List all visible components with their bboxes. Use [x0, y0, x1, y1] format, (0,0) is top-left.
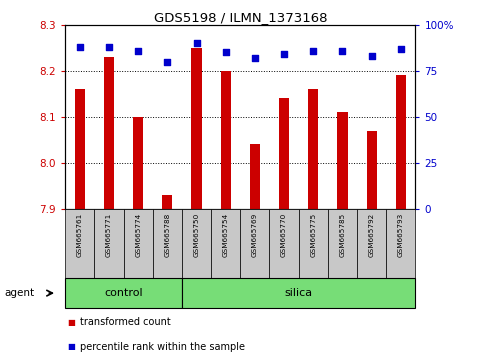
Bar [211, 209, 241, 278]
Point [105, 44, 113, 50]
Point [251, 55, 259, 61]
Text: agent: agent [5, 288, 35, 298]
Text: GSM665761: GSM665761 [77, 212, 83, 257]
Text: GSM665770: GSM665770 [281, 212, 287, 257]
Bar [124, 209, 153, 278]
Point [134, 48, 142, 53]
Bar [308, 89, 318, 209]
Point [310, 48, 317, 53]
Bar [357, 209, 386, 278]
Bar [270, 209, 298, 278]
Point [368, 53, 375, 59]
Text: GSM665769: GSM665769 [252, 212, 258, 257]
Bar [65, 278, 182, 308]
Title: GDS5198 / ILMN_1373168: GDS5198 / ILMN_1373168 [154, 11, 327, 24]
Bar [94, 209, 124, 278]
Text: GSM665792: GSM665792 [369, 212, 375, 257]
Point [397, 46, 405, 52]
Bar [182, 209, 211, 278]
Bar [241, 209, 270, 278]
Bar [396, 75, 406, 209]
Bar [75, 89, 85, 209]
Point [193, 40, 200, 46]
Point [222, 50, 229, 55]
Bar [133, 117, 143, 209]
Text: GSM665793: GSM665793 [398, 212, 404, 257]
Bar [221, 71, 231, 209]
Text: GSM665788: GSM665788 [164, 212, 170, 257]
Point [76, 44, 84, 50]
Point [280, 51, 288, 57]
Bar [65, 209, 94, 278]
Text: GSM665771: GSM665771 [106, 212, 112, 257]
Bar [328, 209, 357, 278]
Bar [250, 144, 260, 209]
Text: GSM665785: GSM665785 [340, 212, 345, 257]
Text: GSM665774: GSM665774 [135, 212, 141, 257]
Text: ■: ■ [68, 318, 75, 327]
Bar [386, 209, 415, 278]
Bar [337, 112, 348, 209]
Text: GSM665754: GSM665754 [223, 212, 229, 257]
Bar [367, 131, 377, 209]
Text: silica: silica [284, 288, 313, 298]
Text: GSM665750: GSM665750 [194, 212, 199, 257]
Text: control: control [104, 288, 143, 298]
Bar [191, 48, 201, 209]
Bar [182, 278, 415, 308]
Bar [104, 57, 114, 209]
Bar [298, 209, 328, 278]
Bar [279, 98, 289, 209]
Text: ■: ■ [68, 342, 75, 352]
Text: GSM665775: GSM665775 [310, 212, 316, 257]
Point [163, 59, 171, 64]
Point [339, 48, 346, 53]
Bar [153, 209, 182, 278]
Text: transformed count: transformed count [80, 317, 170, 327]
Bar [162, 195, 172, 209]
Text: percentile rank within the sample: percentile rank within the sample [80, 342, 245, 352]
